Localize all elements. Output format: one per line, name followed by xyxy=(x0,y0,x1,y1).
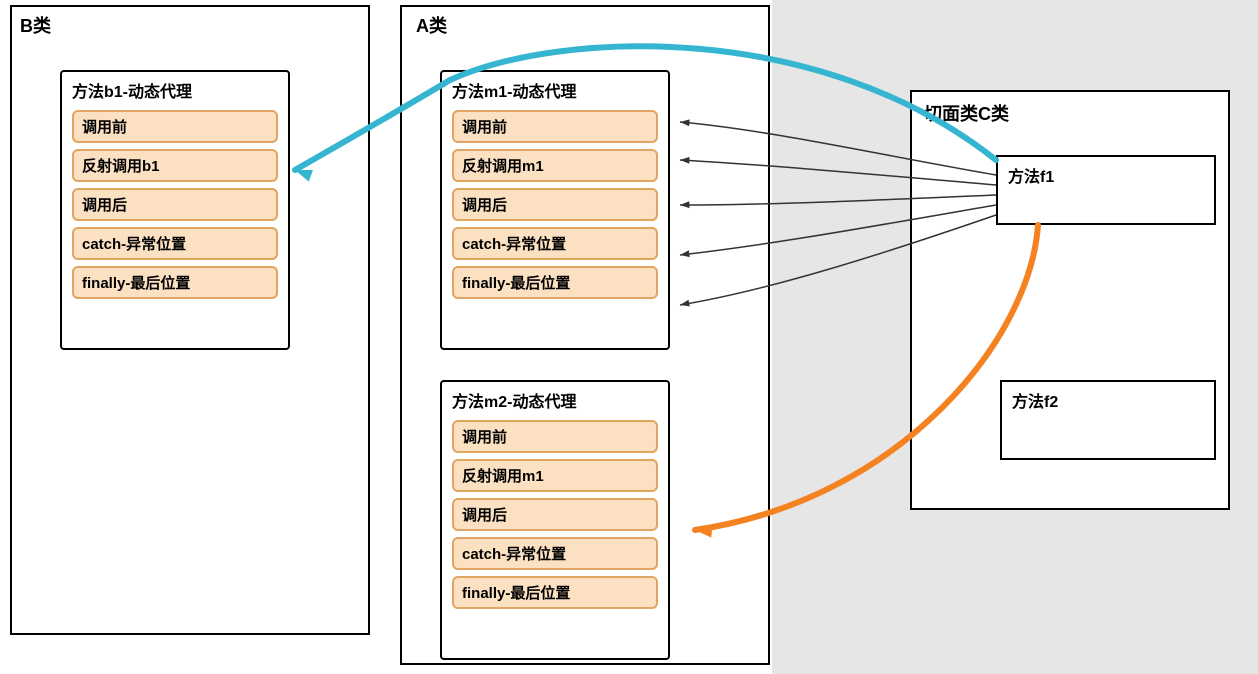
class-a-title: A类 xyxy=(416,12,447,38)
method-m1-step-4: finally-最后位置 xyxy=(452,266,658,299)
method-m2-step-3: catch-异常位置 xyxy=(452,537,658,570)
method-b1-step-3: catch-异常位置 xyxy=(72,227,278,260)
method-f1-box: 方法f1 xyxy=(996,155,1216,225)
method-m1-title: 方法m1-动态代理 xyxy=(442,72,668,104)
method-m1-step-0: 调用前 xyxy=(452,110,658,143)
method-m1-step-2: 调用后 xyxy=(452,188,658,221)
method-b1-title: 方法b1-动态代理 xyxy=(62,72,288,104)
method-m2-step-1: 反射调用m1 xyxy=(452,459,658,492)
method-b1-step-2: 调用后 xyxy=(72,188,278,221)
method-m1-step-1: 反射调用m1 xyxy=(452,149,658,182)
method-b1-step-1: 反射调用b1 xyxy=(72,149,278,182)
method-m2-box: 方法m2-动态代理调用前反射调用m1 调用后 catch-异常位置 finally-最… xyxy=(440,380,670,660)
method-f2-box: 方法f2 xyxy=(1000,380,1216,460)
class-c-title: 切面类C类 xyxy=(924,100,1009,126)
method-m2-step-0: 调用前 xyxy=(452,420,658,453)
class-b-title: B类 xyxy=(20,12,51,38)
method-m1-step-3: catch-异常位置 xyxy=(452,227,658,260)
method-m2-step-4: finally-最后位置 xyxy=(452,576,658,609)
method-b1-step-0: 调用前 xyxy=(72,110,278,143)
method-m1-box: 方法m1-动态代理调用前反射调用m1 调用后 catch-异常位置 finally-最… xyxy=(440,70,670,350)
method-b1-box: 方法b1-动态代理调用前反射调用b1 调用后 catch-异常位置 finally-最… xyxy=(60,70,290,350)
method-m2-title: 方法m2-动态代理 xyxy=(442,382,668,414)
method-m2-step-2: 调用后 xyxy=(452,498,658,531)
method-b1-step-4: finally-最后位置 xyxy=(72,266,278,299)
